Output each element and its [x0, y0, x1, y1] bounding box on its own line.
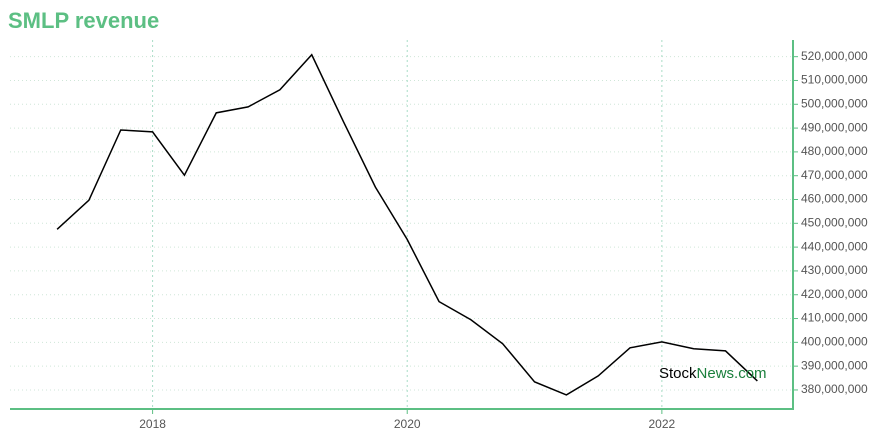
y-tick-label: 430,000,000 [801, 263, 868, 277]
y-tick-label: 390,000,000 [801, 358, 868, 372]
y-tick-label: 520,000,000 [801, 49, 868, 63]
y-tick-label: 410,000,000 [801, 311, 868, 325]
chart-title: SMLP revenue [8, 8, 159, 33]
watermark-stock: Stock [659, 365, 697, 382]
y-tick-label: 450,000,000 [801, 215, 868, 229]
y-tick-label: 420,000,000 [801, 287, 868, 301]
x-tick-label: 2022 [649, 417, 676, 431]
x-tick-label: 2020 [394, 417, 421, 431]
y-tick-label: 500,000,000 [801, 96, 868, 110]
y-tick-label: 510,000,000 [801, 73, 868, 87]
y-tick-label: 490,000,000 [801, 120, 868, 134]
y-tick-label: 460,000,000 [801, 192, 868, 206]
y-tick-label: 380,000,000 [801, 382, 868, 396]
watermark-news: News.com [697, 365, 767, 382]
y-tick-label: 440,000,000 [801, 239, 868, 253]
y-tick-label: 400,000,000 [801, 335, 868, 349]
y-tick-label: 480,000,000 [801, 144, 868, 158]
x-tick-label: 2018 [139, 417, 166, 431]
y-tick-label: 470,000,000 [801, 168, 868, 182]
line [56, 53, 758, 396]
watermark: StockNews.com [659, 365, 767, 382]
